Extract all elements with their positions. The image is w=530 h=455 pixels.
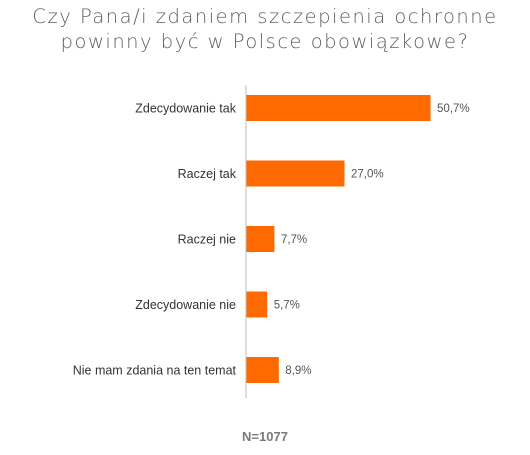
bar-value-label: 50,7% [437, 103, 470, 115]
chart-title-line-1: Czy Pana/i zdaniem szczepienia ochronne [32, 5, 498, 28]
category-label: Raczej nie [178, 233, 236, 247]
chart-title: Czy Pana/i zdaniem szczepienia ochronne … [0, 4, 530, 54]
bar-value-label: 27,0% [351, 169, 384, 181]
bar [246, 160, 345, 187]
bar [246, 357, 279, 383]
category-label: Zdecydowanie nie [135, 298, 236, 312]
bar [246, 95, 431, 121]
bar-value-label: 5,7% [274, 300, 300, 312]
sample-size-note: N=1077 [242, 429, 288, 444]
bar-value-label: 7,7% [281, 234, 307, 246]
bar [246, 226, 275, 252]
chart-title-line-2: powinny być w Polsce obowiązkowe? [60, 30, 470, 53]
category-label: Nie mam zdania na ten temat [73, 364, 237, 378]
category-label: Zdecydowanie tak [135, 102, 237, 116]
bar-value-label: 8,9% [285, 365, 311, 377]
bar [246, 291, 268, 318]
category-label: Raczej tak [178, 167, 237, 181]
